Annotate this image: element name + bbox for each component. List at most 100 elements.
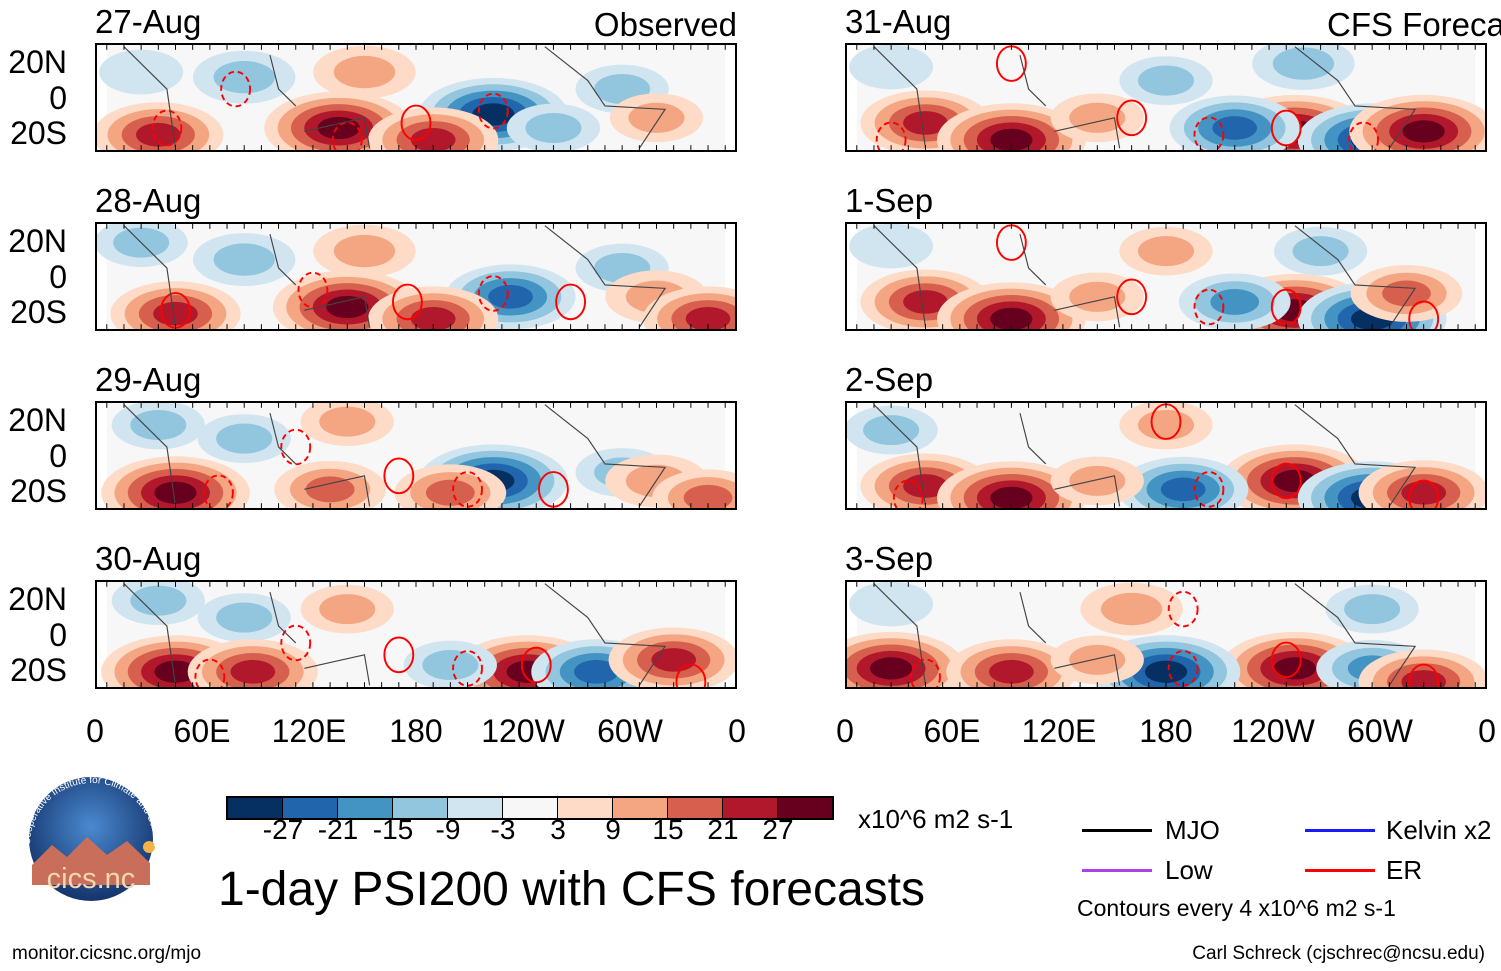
panel-date-label: 2-Sep <box>845 361 934 398</box>
y-tick-label: 20S <box>10 472 67 509</box>
anomaly-fill <box>213 243 275 276</box>
x-tick-label: 60W <box>597 713 663 749</box>
colorbar-units: x10^6 m2 s-1 <box>858 804 1014 834</box>
legend-low-label: Low <box>1165 855 1213 885</box>
er-contour <box>220 70 252 108</box>
anomaly-fill <box>213 61 275 94</box>
er-contour <box>1408 479 1440 508</box>
coastline <box>873 583 1417 686</box>
er-contour <box>151 109 183 147</box>
colorbar-swatch <box>338 798 393 818</box>
er-contour <box>331 121 363 150</box>
anomaly-fill <box>849 224 934 269</box>
anomaly-fill <box>525 112 582 144</box>
er-contour <box>1167 590 1199 628</box>
map-panel-1-Sep <box>845 222 1487 331</box>
x-tick-label: 0 <box>836 713 854 749</box>
y-tick-label: 20S <box>10 114 67 151</box>
x-tick-label: 120W <box>1231 713 1315 749</box>
anomaly-fill <box>903 290 948 314</box>
panel-source-label: Observed <box>593 6 737 43</box>
anomaly-fill <box>628 102 685 133</box>
anomaly-fill <box>1273 657 1316 680</box>
coastline <box>873 46 1417 149</box>
footer-url: monitor.cicsnc.org/mjo <box>12 943 202 964</box>
panel-source-label: CFS Forecast <box>1327 6 1501 43</box>
coastline <box>873 404 1417 507</box>
footer-credit: Carl Schreck (cjschrec@ncsu.edu) <box>1192 943 1485 964</box>
colorbar-label: 9 <box>605 814 621 845</box>
anomaly-fill <box>990 128 1033 150</box>
anomaly-fill <box>319 594 376 625</box>
svg-text:cics.nc: cics.nc <box>47 863 136 895</box>
y-tick-label: 20N <box>8 44 67 81</box>
y-tick-label: 20N <box>8 223 67 260</box>
anomaly-fill <box>1401 670 1447 687</box>
anomaly-fill <box>135 122 181 147</box>
anomaly-fill <box>1144 660 1188 683</box>
anomaly-fill <box>1137 65 1195 96</box>
anomaly-fill <box>1344 594 1401 625</box>
er-contour <box>555 283 587 321</box>
anomaly-fill <box>317 116 360 140</box>
anomaly-fill <box>216 423 273 454</box>
x-tick-label: 60W <box>1347 713 1413 749</box>
er-contour <box>477 92 509 130</box>
x-tick-label: 60E <box>923 713 981 749</box>
er-contour <box>892 479 924 508</box>
er-contour <box>391 283 423 321</box>
x-tick-label: 120E <box>1021 713 1097 749</box>
anomaly-fill <box>230 659 276 684</box>
anomaly-fill <box>333 55 396 89</box>
er-contour <box>1193 288 1225 326</box>
er-contour <box>400 104 432 142</box>
legend-note: Contours every 4 x10^6 m2 s-1 <box>1077 895 1396 921</box>
anomaly-fill <box>903 111 948 135</box>
er-contour <box>1348 121 1379 150</box>
x-tick-label: 120E <box>271 713 347 749</box>
anomaly-fill <box>990 486 1033 508</box>
anomaly-fill <box>651 648 697 672</box>
cics-logo: Cooperative Institute for Climate and Sa… <box>12 775 162 901</box>
legend-low-line <box>1082 869 1152 872</box>
anomaly-fill <box>426 479 475 506</box>
x-tick-label: 0 <box>1478 713 1496 749</box>
anomaly-fill <box>863 415 920 446</box>
anomaly-fill <box>1210 288 1260 315</box>
anomaly-fill <box>903 474 948 498</box>
map-panel-28-Aug <box>95 222 737 331</box>
y-tick-label: 0 <box>49 616 67 653</box>
er-contour <box>297 271 329 309</box>
legend-mjo-line <box>1082 829 1152 832</box>
er-contour <box>1116 278 1148 316</box>
colorbar-swatch <box>723 798 778 818</box>
colorbar-swatch <box>228 798 283 818</box>
legend-er-line <box>1305 869 1375 872</box>
er-contour <box>280 624 312 662</box>
er-contour <box>910 658 941 687</box>
y-tick-label: 20N <box>8 402 67 439</box>
x-tick-label: 180 <box>389 713 443 749</box>
anomaly-fill <box>1137 236 1195 267</box>
anomaly-fill <box>1292 236 1349 267</box>
colorbar-swatch <box>558 798 613 818</box>
panel-date-label: 1-Sep <box>845 182 934 219</box>
anomaly-fill <box>849 582 934 627</box>
anomaly-fill <box>130 585 187 616</box>
colorbar-swatch <box>668 798 723 818</box>
map-panel-3-Sep <box>845 580 1487 689</box>
colorbar-swatch <box>613 798 668 818</box>
coastline <box>123 46 667 149</box>
anomaly-fill <box>849 45 934 90</box>
map-panel-2-Sep <box>845 401 1487 510</box>
anomaly-fill <box>683 484 733 508</box>
anomaly-fill <box>410 128 456 150</box>
legend-kelvin-label: Kelvin x2 <box>1386 815 1492 845</box>
colorbar-swatch <box>283 798 338 818</box>
er-contour <box>280 428 312 466</box>
er-contour <box>1408 663 1440 687</box>
y-tick-label: 0 <box>49 437 67 474</box>
er-contour <box>203 474 234 508</box>
legend-mjo-label: MJO <box>1165 815 1220 845</box>
anomaly-fill <box>319 406 376 437</box>
